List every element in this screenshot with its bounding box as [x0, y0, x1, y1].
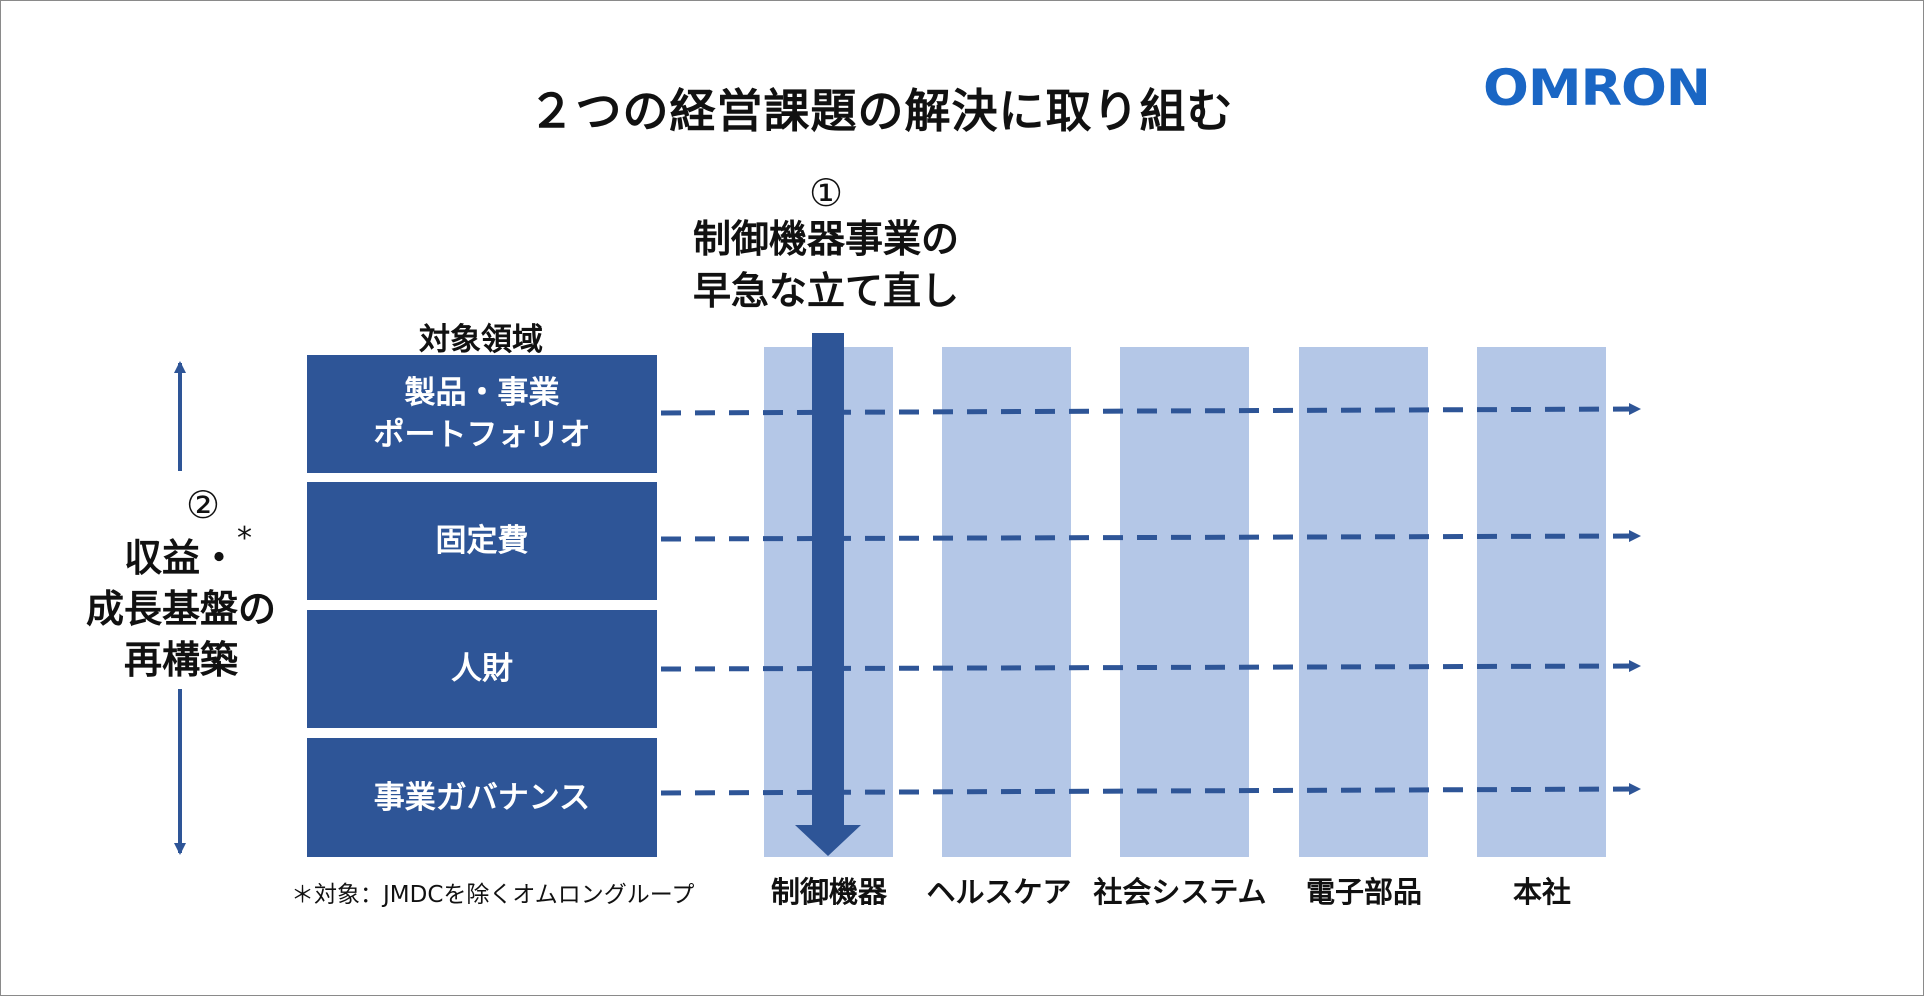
area-label-line: ポートフォリオ	[373, 417, 591, 453]
segment-label-healthcare: ヘルスケア	[926, 875, 1072, 909]
challenge1-label: 制御機器事業の 早急な立て直し	[641, 213, 1011, 317]
challenge2-line: 成長基盤の	[85, 587, 276, 631]
area-label-line: 固定費	[435, 523, 529, 559]
segment-column-social-systems	[1120, 347, 1249, 857]
target-area-header: 対象領域	[419, 322, 543, 358]
segment-label-headquarters: 本社	[1512, 875, 1571, 909]
segment-label-social-systems: 社会システム	[1093, 875, 1267, 909]
dashed-arrow-fixed-cost	[660, 530, 1641, 543]
challenge1-number: ①	[808, 171, 844, 215]
page-title: ２つの経営課題の解決に取り組む	[528, 84, 1234, 138]
challenge2-label: 収益・ 成長基盤の 再構築	[61, 533, 301, 686]
dashed-arrow-human-capital	[660, 660, 1641, 673]
challenge2-line: 収益・	[123, 536, 238, 580]
segment-label-electronic-components: 電子部品	[1305, 875, 1422, 909]
omron-logo: OMRON	[1483, 59, 1711, 117]
segment-column-healthcare	[942, 347, 1071, 857]
area-label-line: 製品・事業	[404, 375, 560, 411]
area-label-line: 事業ガバナンス	[373, 779, 591, 816]
area-box-portfolio: 製品・事業 ポートフォリオ	[307, 355, 657, 473]
segment-column-headquarters	[1477, 347, 1606, 857]
segment-column-electronic-components	[1299, 347, 1428, 857]
challenge1-line: 早急な立て直し	[692, 269, 959, 313]
area-box-governance: 事業ガバナンス	[307, 738, 657, 857]
area-label-line: 人財	[451, 651, 513, 687]
dashed-arrow-governance	[660, 783, 1641, 796]
challenge2-asterisk: *	[237, 521, 252, 556]
challenge1-line: 制御機器事業の	[692, 217, 959, 261]
area-box-fixed-cost: 固定費	[307, 482, 657, 600]
challenge2-number: ②	[185, 483, 221, 527]
big-down-arrow	[795, 333, 861, 856]
area-box-human-capital: 人財	[307, 610, 657, 728]
footnote: ＊対象：JMDCを除くオムロングループ	[291, 882, 695, 908]
challenge2-line: 再構築	[123, 638, 238, 682]
dashed-arrow-portfolio	[660, 403, 1641, 416]
segment-label-control: 制御機器	[770, 875, 887, 909]
